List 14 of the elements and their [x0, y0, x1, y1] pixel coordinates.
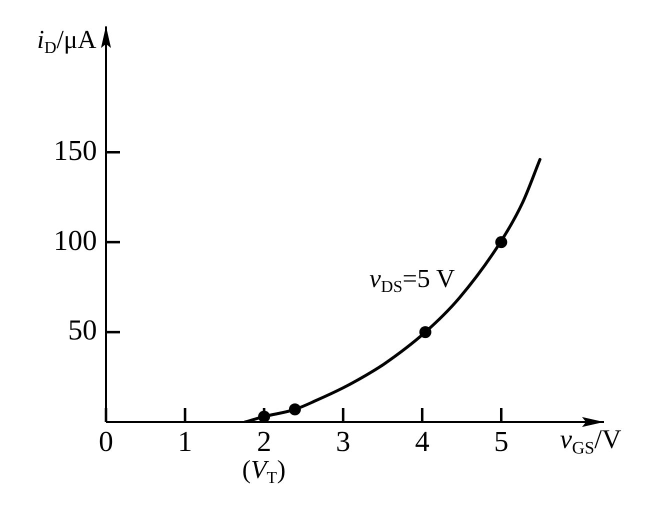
- x-tick-label: 4: [414, 426, 430, 458]
- y-tick-label: 100: [54, 224, 97, 257]
- y-tick-label: 50: [68, 314, 97, 347]
- x-tick-label: 3: [336, 426, 350, 458]
- y-tick-label: 150: [54, 134, 97, 167]
- x-tick-label: 5: [494, 426, 508, 458]
- point: [288, 403, 301, 416]
- x-tick-label: 1: [178, 426, 192, 458]
- point: [419, 326, 432, 338]
- y-axis-title: i$_{D}$/μA: [37, 25, 96, 58]
- x-axis-title: v$_{GS}$/V: [560, 424, 622, 458]
- x-tick-label: 0: [98, 426, 114, 458]
- series-label: v$_{DS}$=5 V: [369, 264, 455, 296]
- point: [495, 236, 508, 248]
